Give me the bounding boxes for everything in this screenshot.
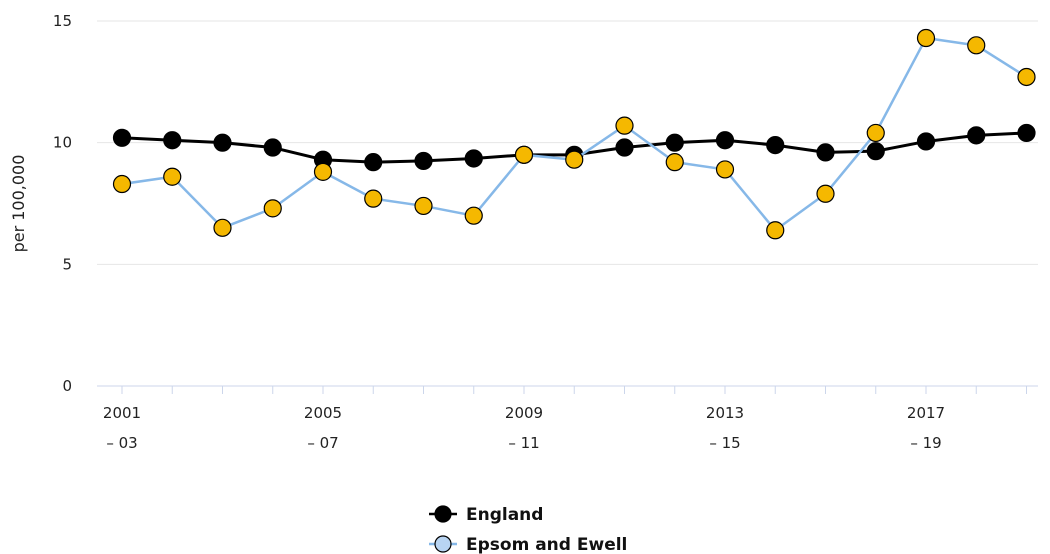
data-point[interactable] <box>866 123 885 143</box>
x-tick-label: 2013 <box>706 404 744 422</box>
legend-label: England <box>466 505 543 525</box>
data-point[interactable] <box>866 142 885 161</box>
x-tick-label-sub: – 03 <box>106 434 137 452</box>
data-point[interactable] <box>464 206 483 225</box>
data-point[interactable] <box>816 143 835 162</box>
x-tick-label: 2001 <box>103 404 141 422</box>
data-point[interactable] <box>213 133 232 152</box>
x-tick-label-sub: – 15 <box>709 434 740 452</box>
data-point[interactable] <box>615 116 634 135</box>
data-point[interactable] <box>916 28 936 48</box>
series-layer <box>112 28 1036 240</box>
data-point[interactable] <box>112 128 132 147</box>
data-point[interactable] <box>163 131 182 150</box>
data-point[interactable] <box>364 153 383 172</box>
data-point[interactable] <box>313 162 333 181</box>
y-tick-label: 15 <box>53 12 72 30</box>
y-tick-label: 10 <box>53 134 72 152</box>
legend-marker <box>434 505 452 523</box>
x-tick-label: 2005 <box>304 404 342 422</box>
y-axis-tick-labels: 0 5 10 15 <box>53 12 72 395</box>
legend-marker <box>434 535 452 553</box>
data-point[interactable] <box>615 138 634 157</box>
x-axis <box>97 385 1038 394</box>
data-point[interactable] <box>414 151 433 171</box>
data-point[interactable] <box>766 221 785 240</box>
y-axis-title: per 100,000 <box>9 155 28 253</box>
legend-label: Epsom and Ewell <box>466 535 627 554</box>
x-axis-tick-labels: 2001 – 03 2005 – 07 2009 – 11 2013 – 15 2017 – 19 <box>103 404 945 452</box>
data-point[interactable] <box>364 189 383 208</box>
grid-lines <box>97 20 1038 265</box>
data-point[interactable] <box>1017 123 1036 143</box>
data-point[interactable] <box>464 149 483 168</box>
legend: England Epsom and Ewell <box>429 505 627 554</box>
x-tick-label: 2009 <box>505 404 543 422</box>
x-tick-label: 2017 <box>907 404 945 422</box>
data-point[interactable] <box>665 153 684 172</box>
y-tick-label: 0 <box>62 377 72 395</box>
data-point[interactable] <box>715 160 735 179</box>
data-point[interactable] <box>665 133 684 152</box>
data-point[interactable] <box>112 174 132 194</box>
x-tick-label-sub: – 11 <box>508 434 539 452</box>
data-point[interactable] <box>414 196 433 216</box>
legend-item[interactable]: Epsom and Ewell <box>429 535 627 554</box>
data-point[interactable] <box>565 150 584 169</box>
data-point[interactable] <box>213 218 232 237</box>
data-point[interactable] <box>766 136 785 155</box>
data-point[interactable] <box>1017 67 1036 87</box>
y-tick-label: 5 <box>62 255 72 273</box>
data-point[interactable] <box>816 184 835 203</box>
x-tick-label-sub: – 19 <box>910 434 941 452</box>
legend-item[interactable]: England <box>429 505 543 525</box>
data-point[interactable] <box>263 199 282 218</box>
data-point[interactable] <box>163 167 182 186</box>
data-point[interactable] <box>967 126 986 145</box>
data-point[interactable] <box>715 131 735 150</box>
x-tick-label-sub: – 07 <box>307 434 338 452</box>
series-1 <box>112 28 1036 240</box>
data-point[interactable] <box>916 132 936 151</box>
data-point[interactable] <box>263 138 282 157</box>
data-point[interactable] <box>514 145 534 164</box>
data-point[interactable] <box>967 36 986 55</box>
series-line <box>121 36 1028 232</box>
